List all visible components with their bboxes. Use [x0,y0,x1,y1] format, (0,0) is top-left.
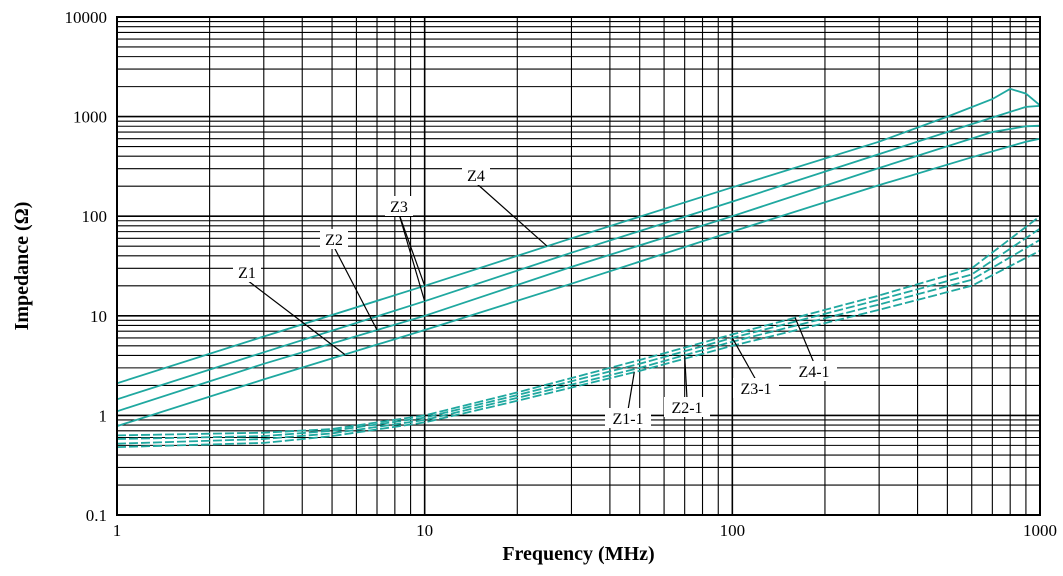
callout-label-z3-1: Z3-1 [740,381,771,398]
y-tick-label: 10 [90,307,107,326]
tick-labels: 1 10 100 1000 0.1 1 10 100 1000 10000 [65,8,1058,540]
callout-box [320,229,348,249]
callout-box [385,196,413,216]
y-tick-label: 1 [99,406,108,425]
callout-leader [398,213,426,287]
callout-labels: Z4 Z3 Z2 Z1 Z1-1 Z2-1 Z3-1 Z4-1 [233,165,837,428]
callout-leader [398,213,426,302]
x-tick-label: 1 [113,521,122,540]
series-line-z3-1 [116,227,1041,440]
callout-box [462,165,490,185]
callout-label-z2-1: Z2-1 [671,400,702,417]
callout-label-z3: Z3 [390,199,408,216]
callout-leader [475,182,548,247]
callout-leaders [246,182,815,411]
series-line-z3 [116,105,1041,401]
callout-leader [731,337,757,381]
callout-box [605,408,651,428]
x-tick-label: 1000 [1023,521,1057,540]
callout-label-z1: Z1 [238,265,256,282]
callout-label-z1-1: Z1-1 [612,411,643,428]
series-line-z2-1 [116,239,1041,445]
x-tick-label: 10 [416,521,433,540]
x-axis-title: Frequency (MHz) [502,543,654,565]
series-line-z4-1 [116,215,1041,437]
callout-leader [794,317,815,364]
series-line-z1 [116,137,1041,427]
callout-label-z2: Z2 [325,232,343,249]
callout-leader [684,355,688,400]
series-line-z2 [116,124,1041,413]
y-tick-label: 10000 [65,8,108,27]
plot-frame [116,16,1041,516]
series-line-z4 [116,87,1041,385]
x-tick-label: 100 [720,521,746,540]
series-layer [116,87,1041,448]
callout-box [233,262,261,282]
series-line-z1-1 [116,249,1041,448]
callout-box [791,361,837,381]
y-tick-label: 0.1 [86,506,107,525]
grid [116,17,1040,516]
callout-box [664,397,710,417]
callout-leader [627,372,635,411]
callout-leader [246,279,346,355]
y-tick-label: 100 [82,207,108,226]
callout-box [733,378,779,398]
callout-leader [333,246,378,331]
y-tick-label: 1000 [73,108,107,127]
callout-label-z4-1: Z4-1 [798,364,829,381]
y-axis-title: Impedance (Ω) [11,202,33,331]
callout-label-z4: Z4 [467,168,485,185]
